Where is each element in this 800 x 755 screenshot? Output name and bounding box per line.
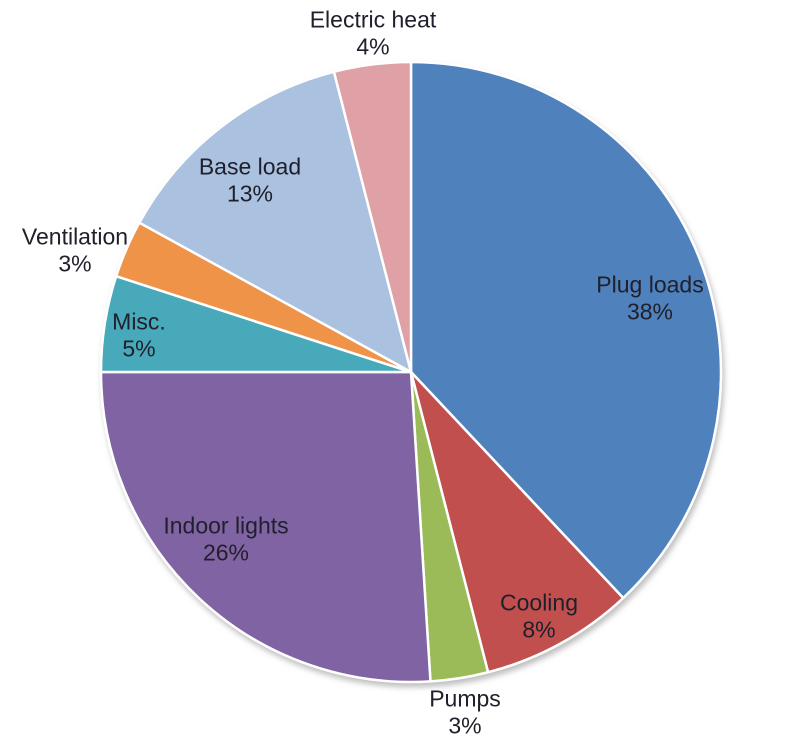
pie-slice-electric-heat: [332, 60, 413, 374]
pie-slice-indoor-lights: [99, 370, 432, 684]
pie-label-plug-loads: Plug loads 38%: [596, 272, 703, 325]
pie-slice-base-load: [138, 70, 413, 374]
pie-labels-group: Plug loads 38% Cooling 8% Pumps 3% Indoor ligh…: [22, 7, 704, 739]
pie-label-indoor-lights: Indoor lights 26%: [163, 513, 288, 566]
pie-label-ventilation: Ventilation 3%: [22, 224, 128, 277]
pie-label-misc: Misc. 5%: [112, 309, 166, 362]
pie-slice-cooling: [409, 370, 625, 674]
pie-label-base-load: Base load 13%: [199, 154, 301, 207]
pie-slices-group: [99, 60, 723, 684]
pie-label-cooling: Cooling 8%: [500, 590, 578, 643]
pie-slice-plug-loads: [409, 60, 723, 600]
pie-label-electric-heat: Electric heat 4%: [310, 7, 437, 60]
pie-label-pumps: Pumps 3%: [429, 686, 501, 739]
